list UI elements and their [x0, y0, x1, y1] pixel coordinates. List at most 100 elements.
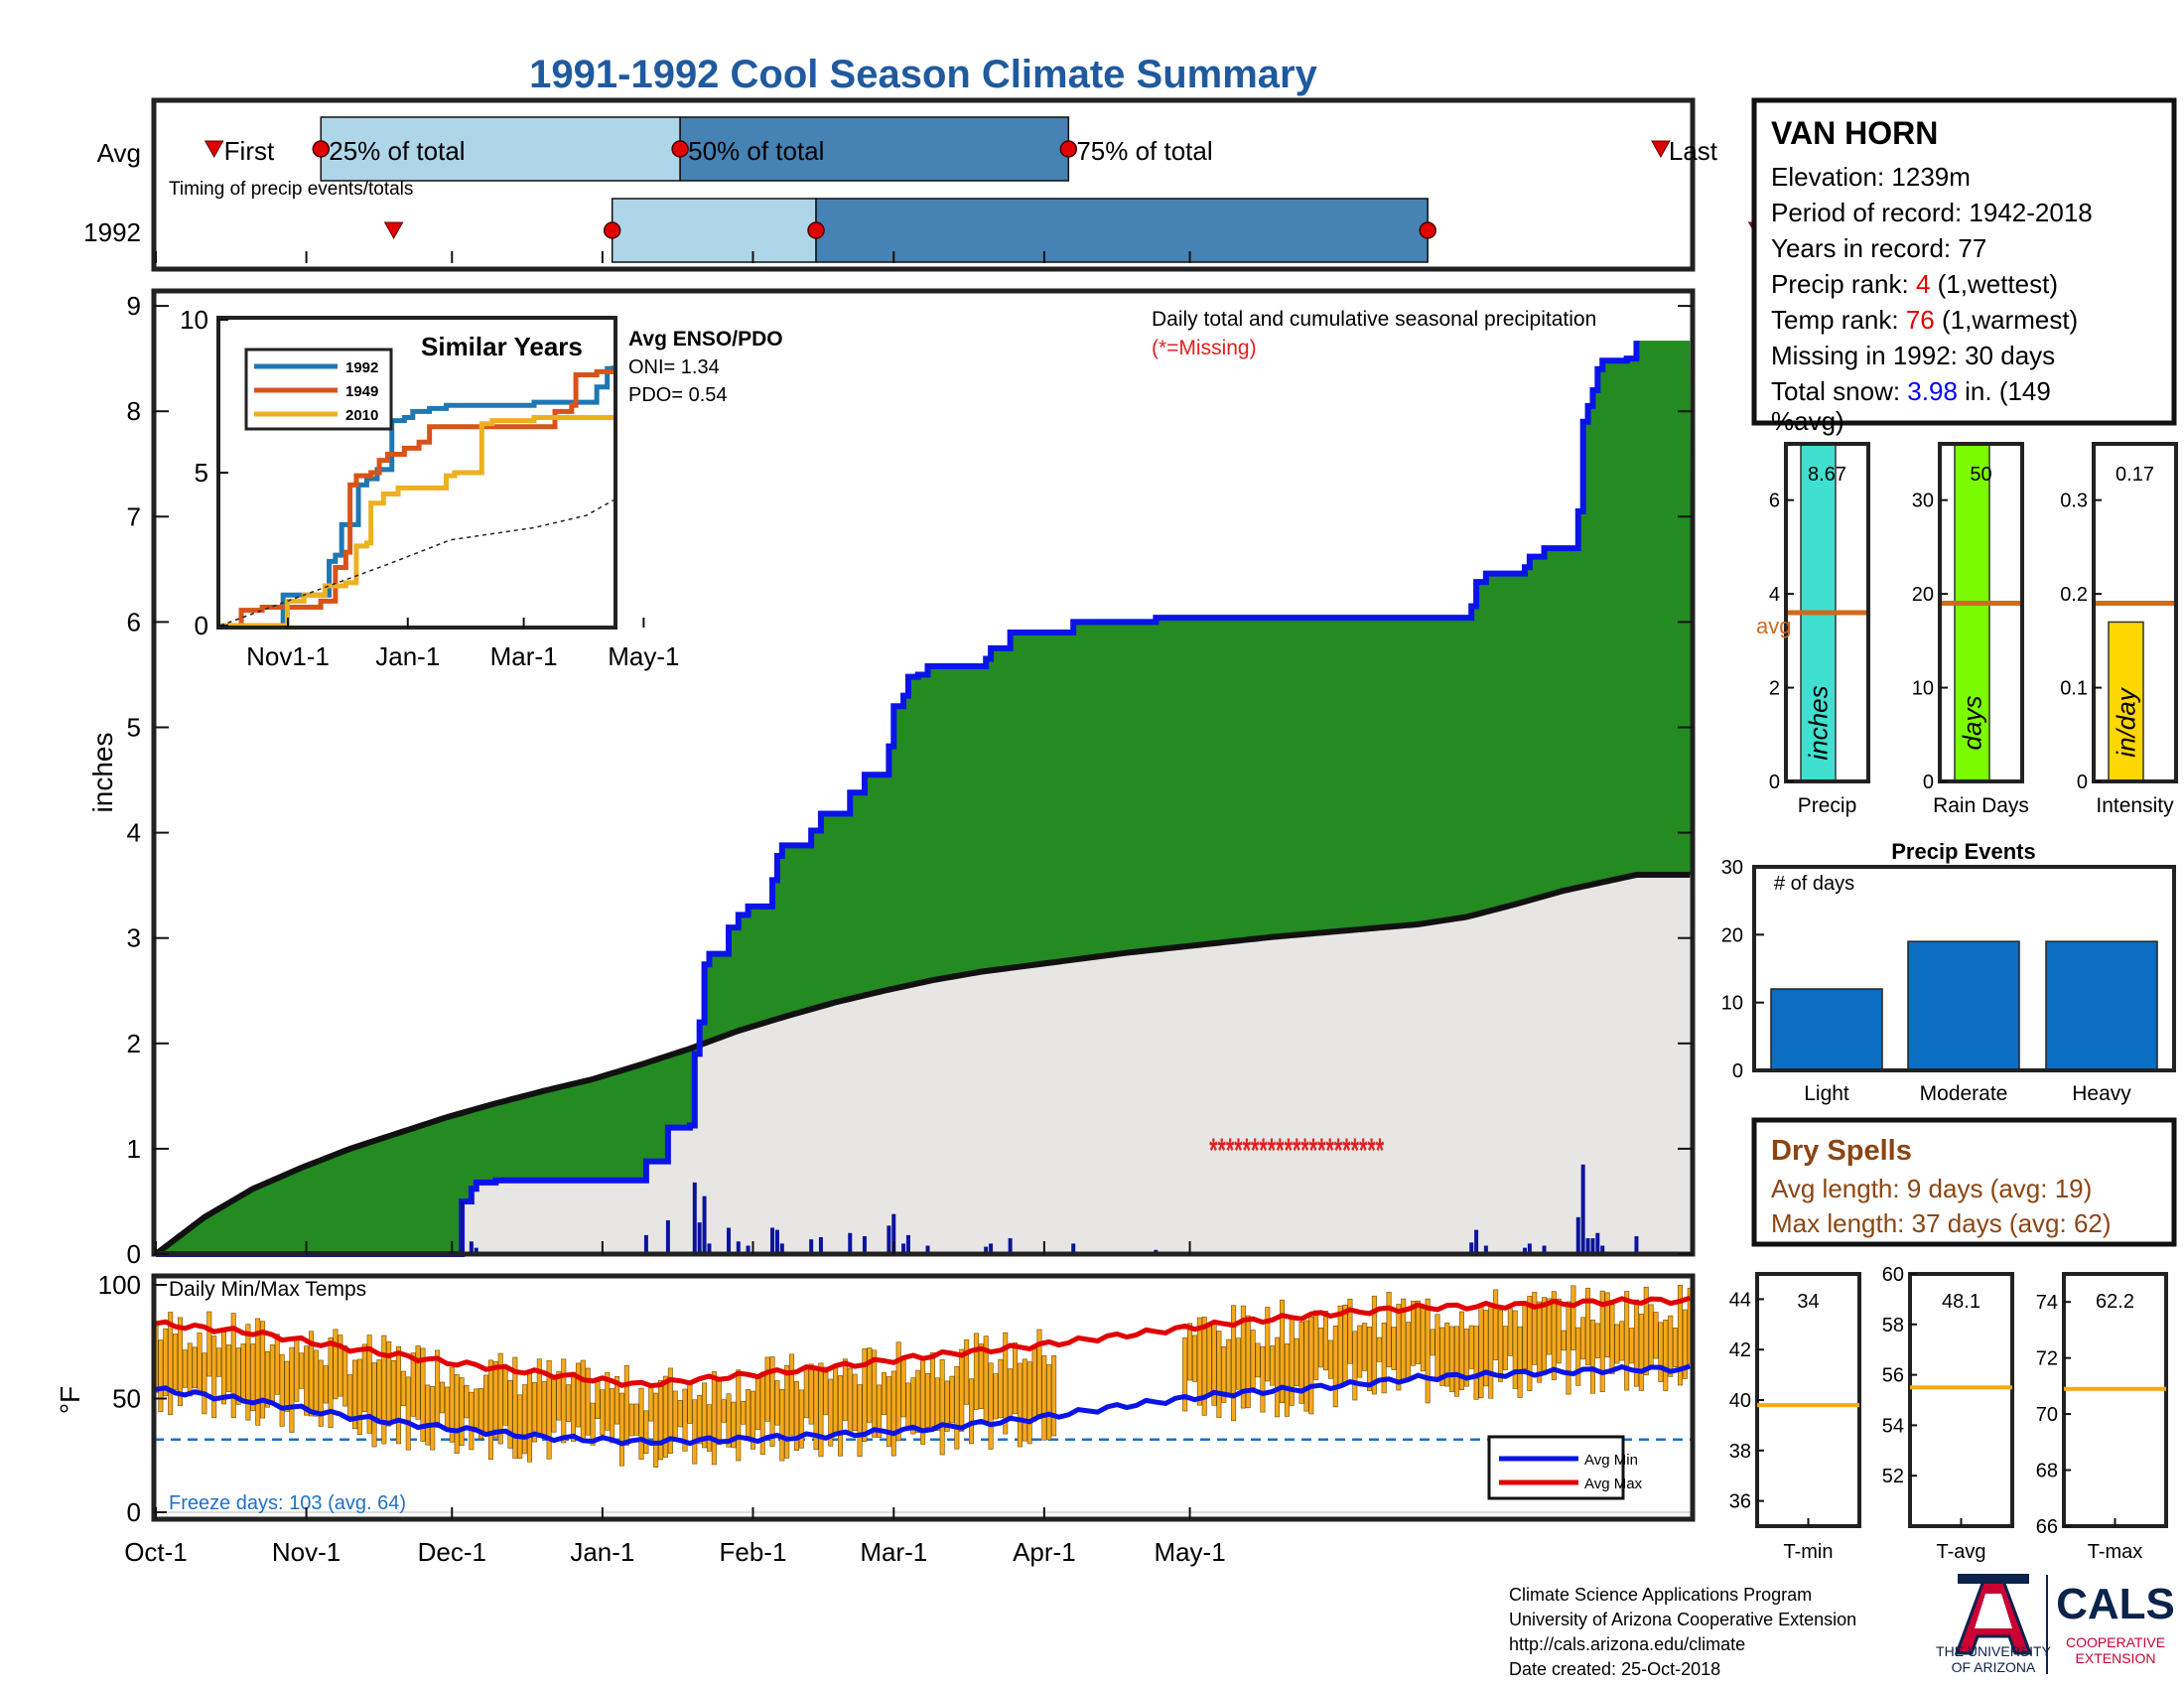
- daily-temp-bar: [1638, 1313, 1644, 1391]
- daily-temp-bar: [260, 1321, 266, 1419]
- daily-temp-bar: [1532, 1292, 1538, 1365]
- timing-25pct-label: 25% of total: [329, 136, 465, 166]
- temp-box-y-tick-label: 74: [2036, 1292, 2058, 1314]
- avg-min-line: [155, 1363, 1692, 1447]
- inset-x-tick-label: Jan-1: [375, 641, 440, 671]
- inset-x-tick-label: Mar-1: [490, 641, 558, 671]
- event-x-label: Light: [1804, 1082, 1849, 1105]
- summary-value-raindays: 50: [1970, 464, 1991, 486]
- temp-box-frame-tavg: [1908, 1272, 2014, 1528]
- daily-precip-bar: [1474, 1229, 1479, 1254]
- daily-temp-bar: [1473, 1326, 1479, 1400]
- temp-box-y-tick-label: 42: [1729, 1339, 1751, 1361]
- daily-temp-bar: [754, 1378, 760, 1430]
- daily-temp-bar: [1031, 1348, 1037, 1422]
- daily-temp-bar: [440, 1381, 446, 1414]
- daily-temp-bar: [1488, 1305, 1494, 1399]
- daily-temp-bar: [1221, 1345, 1227, 1403]
- daily-precip-bar: [1542, 1245, 1547, 1254]
- daily-temp-bar: [1303, 1320, 1309, 1412]
- daily-temp-bar: [512, 1356, 518, 1459]
- temp-rank-prefix: Temp rank:: [1771, 305, 1906, 335]
- footer-line1: Climate Science Applications Program: [1509, 1585, 1812, 1605]
- daily-temp-bar: [1235, 1337, 1241, 1390]
- daily-temp-bar: [318, 1359, 324, 1427]
- daily-temp-bar: [1546, 1298, 1552, 1355]
- temp-box-y-tick-label: 60: [1882, 1264, 1904, 1286]
- summary-unit-intensity: in/day: [2112, 686, 2141, 757]
- daily-temp-bar: [376, 1359, 382, 1419]
- temp-box-y-tick-label: 52: [1882, 1466, 1904, 1487]
- daily-temp-bar: [1187, 1323, 1193, 1381]
- daily-temp-bar: [497, 1352, 503, 1445]
- inset-legend: 1992 1949 2010: [244, 348, 393, 431]
- events-y-label: # of days: [1774, 873, 1854, 895]
- daily-temp-bar: [1201, 1316, 1207, 1416]
- daily-temp-bar: [1551, 1291, 1557, 1380]
- daily-temp-bar: [726, 1393, 732, 1448]
- avg-max-line: [155, 1295, 1692, 1389]
- x-tick-label: Jan-1: [570, 1537, 634, 1567]
- daily-temp-bar: [1270, 1345, 1276, 1386]
- daily-temp-bar: [1260, 1345, 1266, 1413]
- daily-temp-bar: [779, 1389, 785, 1462]
- daily-temp-bar: [925, 1372, 931, 1428]
- event-x-label: Heavy: [2072, 1082, 2131, 1105]
- summary-frame-raindays: [1938, 442, 2024, 783]
- daily-temp-bar: [371, 1362, 377, 1448]
- main-y-tick-label: 0: [127, 1239, 141, 1269]
- daily-temp-bar: [1041, 1355, 1047, 1441]
- daily-temp-bar: [653, 1392, 659, 1468]
- daily-temp-bar: [1614, 1324, 1620, 1364]
- daily-precip-bar: [1634, 1235, 1639, 1254]
- summary-y-tick-label: 0: [1923, 772, 1934, 793]
- daily-precip-bar: [727, 1227, 732, 1254]
- daily-temp-bar: [900, 1357, 906, 1418]
- footer-line4: Date created: 25-Oct-2018: [1509, 1659, 1720, 1679]
- daily-temp-bar: [833, 1367, 839, 1436]
- daily-temp-bar: [264, 1350, 270, 1408]
- temp-y-label: °F: [55, 1386, 85, 1414]
- summary-bar-panels: 0 2 4 6 8.67 inches Precip avg 0 10 20 30 50 days Rain…: [1756, 442, 2178, 817]
- daily-temp-bar: [1367, 1327, 1373, 1391]
- daily-precip-bar: [702, 1196, 707, 1254]
- daily-temp-bar: [1003, 1332, 1009, 1435]
- daily-precip-bar: [1469, 1242, 1474, 1254]
- daily-temp-bar: [1265, 1307, 1271, 1382]
- daily-precip-bar: [1580, 1164, 1585, 1254]
- temp-box-y-tick-label: 38: [1729, 1441, 1751, 1463]
- daily-precip-bar: [697, 1222, 702, 1254]
- summary-frame-precip: [1784, 442, 1870, 783]
- temp-legend-box: [1487, 1435, 1625, 1500]
- daily-temp-bar: [944, 1380, 950, 1432]
- daily-precip-bar: [848, 1232, 853, 1254]
- temp-box-label-tmin: T-min: [1784, 1541, 1834, 1563]
- events-y-tick-label: 30: [1721, 857, 1743, 879]
- dry-spells-frame: [1751, 1117, 2177, 1247]
- daily-temp-bar: [459, 1377, 465, 1447]
- daily-temp-bar: [469, 1391, 475, 1451]
- daily-temp-bar: [464, 1385, 470, 1419]
- daily-temp-bar: [1502, 1326, 1508, 1370]
- daily-temp-bar: [1347, 1298, 1353, 1364]
- daily-temp-bar: [702, 1382, 708, 1449]
- station-precip-rank: Precip rank: 4 (1,wettest): [1771, 269, 2058, 299]
- temp-y-tick-label: 0: [127, 1497, 141, 1527]
- daily-temp-bar: [910, 1377, 916, 1435]
- similar-years-inset: 0 5 10 Nov1-1 Jan-1 Mar-1 May-1 1992 1949 201…: [180, 305, 783, 671]
- timing-1992-box-q1: [611, 198, 817, 263]
- temp-rank-suffix: (1,warmest): [1935, 305, 2078, 335]
- daily-temp-bar: [556, 1371, 562, 1421]
- daily-temp-bar: [347, 1374, 353, 1417]
- timing-1992-75-marker: [1419, 221, 1436, 239]
- figure-title: 1991-1992 Cool Season Climate Summary: [529, 53, 1317, 96]
- inset-x-tick-label: Nov1-1: [246, 641, 330, 671]
- daily-temp-bar: [1673, 1328, 1679, 1367]
- temp-box-y-tick-label: 68: [2036, 1461, 2058, 1482]
- daily-temp-bar: [1668, 1315, 1674, 1377]
- event-bar-moderate: [1907, 940, 2020, 1071]
- daily-temp-bar: [774, 1380, 780, 1426]
- daily-temp-bar: [1619, 1321, 1625, 1361]
- daily-temp-bar: [182, 1349, 188, 1388]
